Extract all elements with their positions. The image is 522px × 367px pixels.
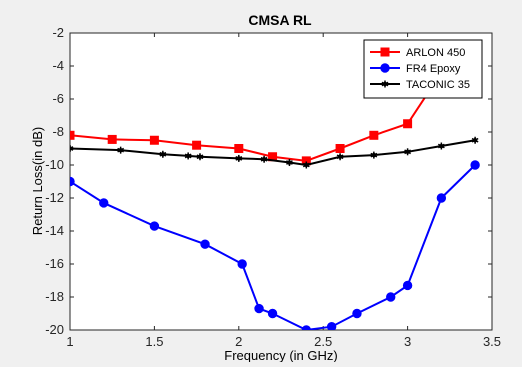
data-point-fr4-epoxy: [436, 193, 447, 203]
series-fr4-epoxy: [70, 160, 480, 330]
y-tick-label: -6: [52, 91, 64, 106]
x-tick-label: 1: [66, 334, 73, 349]
data-point-arlon-450: [335, 144, 345, 153]
y-tick-label: -8: [52, 124, 64, 139]
data-point-fr4-epoxy: [237, 259, 247, 269]
data-point-fr4-epoxy: [386, 292, 396, 302]
y-tick-label: -2: [52, 25, 64, 40]
legend-label-arlon-450: ARLON 450: [406, 47, 465, 59]
x-tick-label: 2: [235, 334, 242, 349]
data-point-taconic-35: [117, 146, 125, 154]
legend-label-taconic-35: TACONIC 35: [406, 79, 470, 91]
data-point-fr4-epoxy: [470, 160, 480, 170]
data-point-taconic-35: [437, 142, 445, 150]
x-tick-label: 1.5: [145, 334, 163, 349]
data-point-taconic-35: [336, 153, 344, 161]
x-tick-label: 3.5: [483, 334, 501, 349]
data-point-fr4-epoxy: [70, 176, 75, 187]
data-point-taconic-35: [70, 145, 74, 152]
y-tick-label: -20: [45, 322, 64, 337]
y-tick-label: -12: [45, 190, 64, 205]
data-point-taconic-35: [404, 148, 412, 156]
series-layer: [70, 68, 480, 330]
x-tick-label: 3: [404, 334, 411, 349]
y-tick-label: -16: [45, 256, 64, 271]
data-point-fr4-epoxy: [99, 198, 109, 208]
data-point-taconic-35: [260, 155, 268, 163]
legend: ARLON 450 FR4 Epoxy TACONIC 35: [363, 39, 483, 99]
data-point-arlon-450: [70, 130, 75, 140]
data-point-taconic-35: [235, 154, 243, 162]
data-point-taconic-35: [286, 159, 293, 167]
data-point-fr4-epoxy: [149, 221, 160, 231]
y-tick-label: -18: [45, 289, 64, 304]
data-point-fr4-epoxy: [254, 303, 264, 314]
y-tick-label: -4: [52, 58, 64, 73]
chart-title: CMSA RL: [248, 12, 312, 28]
legend-marker-fr4-epoxy: [380, 63, 390, 73]
y-tick-label: -14: [45, 223, 64, 238]
data-point-fr4-epoxy: [267, 308, 278, 319]
x-axis-label: Frequency (in GHz): [224, 348, 337, 362]
data-point-fr4-epoxy: [326, 322, 337, 330]
legend-marker-arlon-450: [380, 47, 390, 57]
data-point-arlon-450: [192, 140, 202, 150]
y-tick-label: -10: [45, 157, 64, 172]
data-point-fr4-epoxy: [402, 280, 413, 291]
data-point-fr4-epoxy: [352, 308, 362, 319]
data-point-arlon-450: [149, 135, 159, 145]
legend-label-fr4-epoxy: FR4 Epoxy: [406, 63, 461, 75]
x-tick-label: 2.5: [314, 334, 332, 349]
data-point-taconic-35: [159, 150, 167, 158]
data-point-taconic-35: [302, 161, 310, 169]
series-taconic-35: [70, 136, 479, 169]
y-axis-label: Return Loss(in dB): [30, 127, 45, 235]
legend-marker-taconic-35: [381, 80, 389, 88]
series-arlon-450: [70, 68, 446, 166]
data-point-fr4-epoxy: [301, 325, 312, 330]
data-point-arlon-450: [234, 144, 244, 153]
data-point-arlon-450: [403, 119, 413, 129]
data-point-taconic-35: [196, 153, 204, 161]
data-point-taconic-35: [471, 136, 479, 144]
data-point-arlon-450: [107, 134, 117, 144]
data-point-arlon-450: [369, 130, 379, 140]
series-line-taconic-35: [70, 139, 476, 167]
data-point-taconic-35: [184, 152, 192, 160]
data-point-fr4-epoxy: [200, 239, 210, 249]
data-point-taconic-35: [370, 151, 378, 159]
legend-entries: ARLON 450 FR4 Epoxy TACONIC 35: [370, 47, 470, 91]
